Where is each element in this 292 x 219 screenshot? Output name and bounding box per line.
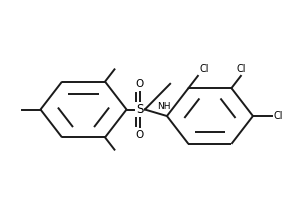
- Text: Cl: Cl: [199, 64, 209, 74]
- Text: S: S: [136, 103, 143, 116]
- Text: O: O: [135, 79, 144, 90]
- Text: Cl: Cl: [273, 111, 283, 121]
- Text: NH: NH: [157, 102, 171, 111]
- Text: O: O: [135, 129, 144, 140]
- Text: Cl: Cl: [236, 64, 246, 74]
